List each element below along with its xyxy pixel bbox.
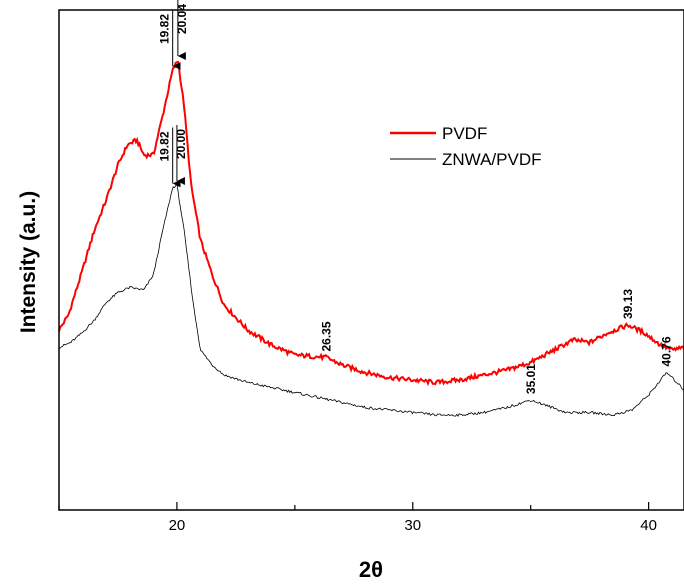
series-line-pvdf: [58, 60, 684, 387]
peak-label: 20.04: [175, 4, 189, 34]
peak-label: 40.76: [660, 336, 674, 366]
plot-area: [58, 9, 684, 511]
legend-label-pvdf: PVDF: [442, 124, 487, 143]
x-axis-title: 2θ: [359, 557, 383, 582]
legend: PVDF ZNWA/PVDF: [390, 124, 541, 169]
peak-label: 26.35: [320, 321, 334, 351]
peak-label: 20.00: [174, 129, 188, 159]
x-tick-label: 30: [404, 517, 421, 534]
x-tick-label: 20: [169, 517, 186, 534]
legend-label-znwa-pvdf: ZNWA/PVDF: [442, 150, 541, 169]
y-axis-title: Intensity (a.u.): [17, 191, 40, 333]
peak-label: 39.13: [621, 289, 635, 319]
peak-label: 19.82: [158, 131, 172, 161]
series-line-znwa-pvdf: [58, 182, 684, 418]
peak-label: 35.01: [524, 364, 538, 394]
x-tick-label: 40: [640, 517, 657, 534]
peak-label: 19.82: [158, 14, 172, 44]
